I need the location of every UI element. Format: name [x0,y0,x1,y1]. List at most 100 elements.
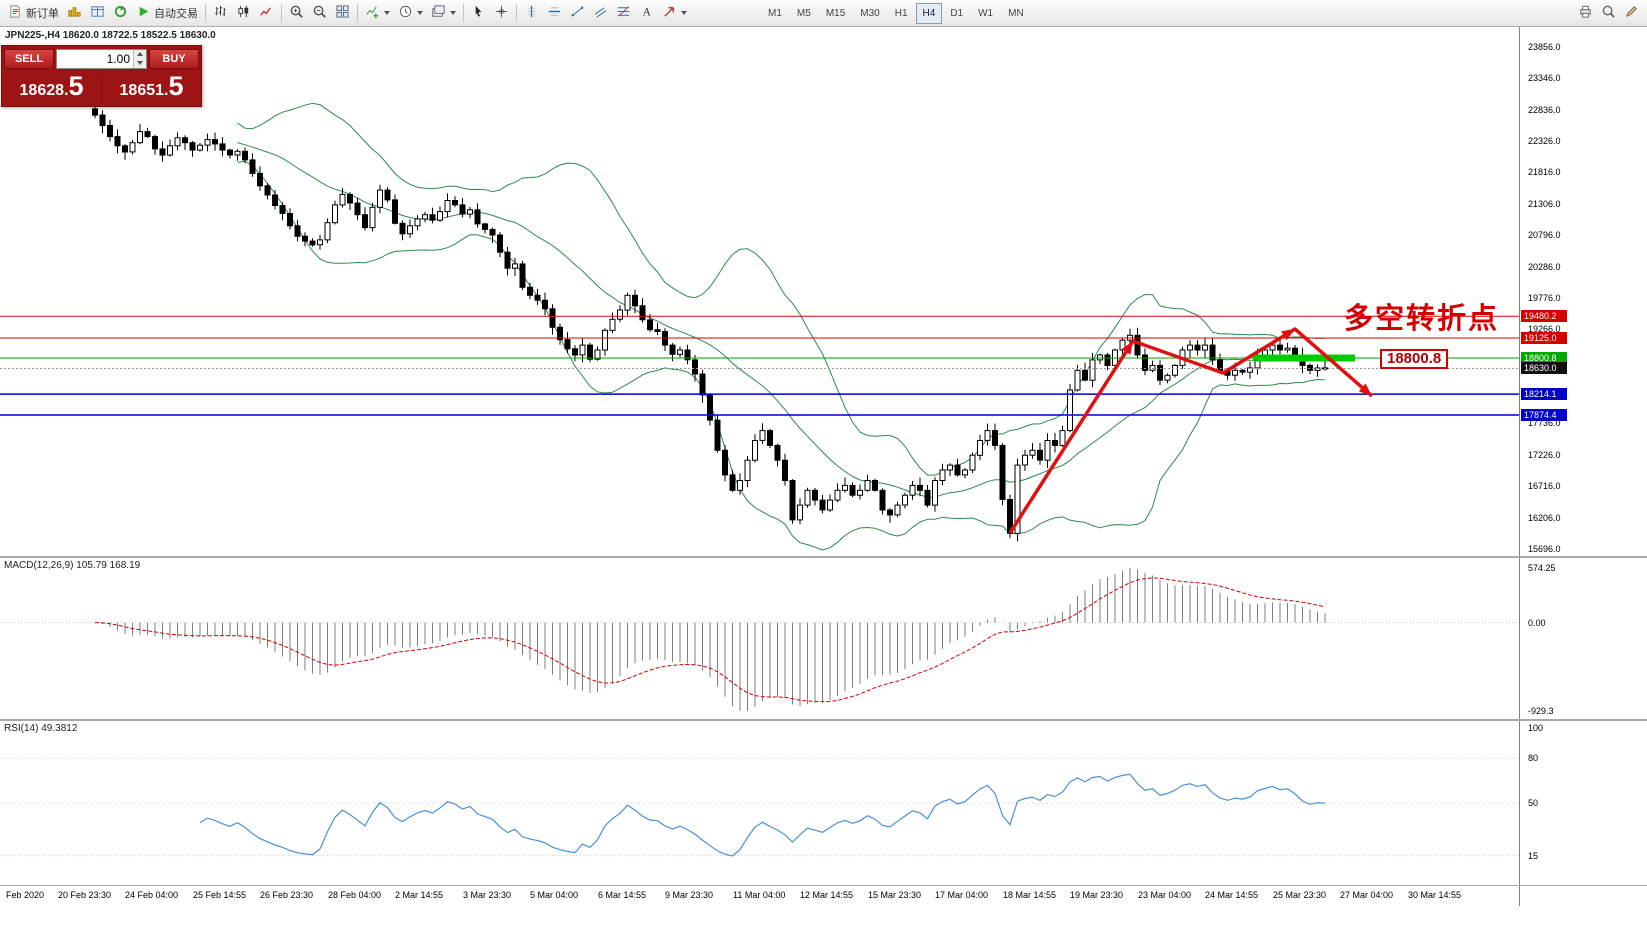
price-level-label: 18214.1 [1521,388,1567,400]
new-order-icon [8,4,23,22]
macd-axis[interactable]: 574.25 0.00 -929.3 [1519,558,1647,719]
text-button[interactable]: A [635,2,658,25]
navigator-button[interactable] [109,2,132,25]
rsi-tick: 50 [1528,798,1539,808]
cursor-icon [471,4,486,22]
toolbar-separator [281,4,282,22]
timeframe-m5-button[interactable]: M5 [790,3,818,24]
panel-separator[interactable] [0,556,1647,558]
time-axis[interactable]: Feb 2020 20 Feb 23:30 24 Feb 04:00 25 Feb 1… [0,886,1519,906]
bottom-margin [0,906,1647,947]
timeframe-h4-button[interactable]: H4 [915,2,943,24]
timeframe-m30-button[interactable]: M30 [853,3,886,24]
autotrading-icon [136,4,151,22]
indicators-button[interactable] [361,2,394,25]
equidistant-channel-button[interactable] [589,2,612,25]
clock-icon [398,4,413,22]
horizontal-line-button[interactable] [543,2,566,25]
toolbar-separator [357,4,358,22]
tile-windows-button[interactable] [331,2,354,25]
buy-price[interactable]: 18651.5 [102,71,201,106]
hline-icon [547,4,562,22]
search-button[interactable] [1597,2,1620,25]
timeframe-m15-button[interactable]: M15 [819,3,852,24]
dropdown-caret-icon [450,11,456,15]
volume-decrease-button[interactable] [134,58,146,68]
zoom-in-button[interactable] [285,2,308,25]
trendline-button[interactable] [566,2,589,25]
time-tick: 18 Mar 14:55 [1003,890,1057,900]
buy-button[interactable]: BUY [149,48,199,69]
rsi-axis[interactable]: 100 80 50 15 [1519,721,1647,885]
candlestick-icon [236,4,251,22]
timeframe-mn-button[interactable]: MN [1001,3,1031,24]
rsi-canvas[interactable] [0,721,1519,885]
macd-panel[interactable]: MACD(12,26,9) 105.79 168.19 [0,558,1519,719]
volume-field[interactable]: 1.00 [56,48,147,69]
timeframe-d1-button[interactable]: D1 [943,3,970,24]
rsi-tick: 15 [1528,851,1539,861]
timeframe-w1-button[interactable]: W1 [971,3,1000,24]
chart-window: JPN225-,H4 18620.0 18722.5 18522.5 18630… [0,27,1647,947]
timeframe-m1-button[interactable]: M1 [761,3,789,24]
price-tag-label[interactable]: 18800.8 [1380,349,1449,369]
main-chart-panel[interactable]: JPN225-,H4 18620.0 18722.5 18522.5 18630… [0,27,1519,556]
volume-value[interactable]: 1.00 [106,51,130,66]
sell-button[interactable]: SELL [4,48,54,69]
crosshair-button[interactable] [490,2,513,25]
dropdown-caret-icon [681,11,687,15]
sell-price-main: 18628. [19,82,69,99]
price-level-label: 19125.0 [1521,332,1567,344]
time-tick: 15 Mar 23:30 [868,890,922,900]
new-order-label: 新订单 [26,8,59,20]
price-axis[interactable]: 23856.0 23346.0 22836.0 22326.0 21816.0 21306… [1519,27,1647,556]
main-toolbar: 新订单 自动交易 A M1 M5 M15 M30 H1 H4 D1 W1 MN [0,0,1647,27]
price-divider [101,74,102,103]
fibonacci-button[interactable] [612,2,635,25]
panel-separator [0,885,1647,886]
toolbar-separator [205,4,206,22]
volume-spinner[interactable] [133,49,146,68]
macd-tick: 0.00 [1528,618,1546,628]
one-click-trading-panel[interactable]: SELL 1.00 BUY 18628.5 18651.5 [1,45,202,107]
rsi-panel[interactable]: RSI(14) 49.3812 [0,721,1519,885]
arrows-button[interactable] [658,2,691,25]
sell-price[interactable]: 18628.5 [2,71,101,106]
down-arrow-icon [137,61,143,65]
cursor-button[interactable] [467,2,490,25]
price-tick: 17736.0 [1528,418,1561,428]
time-tick: 2 Mar 14:55 [395,890,444,900]
new-order-button[interactable]: 新订单 [4,2,63,25]
autotrading-button[interactable]: 自动交易 [132,2,202,25]
line-chart-button[interactable] [255,2,278,25]
rsi-label: RSI(14) 49.3812 [4,723,78,734]
volume-increase-button[interactable] [134,49,146,59]
market-watch-button[interactable] [63,2,86,25]
trade-controls-row: SELL 1.00 BUY [2,46,201,71]
candlestick-chart-button[interactable] [232,2,255,25]
printer-button[interactable] [1574,2,1597,25]
zoom-out-button[interactable] [308,2,331,25]
panel-separator[interactable] [0,719,1647,721]
navigator-icon [113,4,128,22]
data-window-button[interactable] [86,2,109,25]
annotation-text[interactable]: 多空转折点 [1344,303,1500,335]
data-window-icon [90,4,105,22]
time-tick: 19 Mar 23:30 [1070,890,1124,900]
bar-chart-button[interactable] [209,2,232,25]
macd-canvas[interactable] [0,558,1519,719]
zoom-out-icon [312,4,327,22]
sell-price-pip: 5 [68,71,84,101]
time-tick: 11 Mar 04:00 [733,890,786,900]
timeframe-h1-button[interactable]: H1 [888,3,915,24]
price-tick: 16206.0 [1528,513,1561,523]
time-tick: 20 Feb 23:30 [58,890,112,900]
rsi-tick: 80 [1528,753,1539,763]
periods-button[interactable] [394,2,427,25]
templates-button[interactable] [427,2,460,25]
main-chart-canvas[interactable] [0,27,1519,556]
pencil-button[interactable] [1620,2,1643,25]
vertical-line-button[interactable] [520,2,543,25]
line-chart-icon [259,4,274,22]
